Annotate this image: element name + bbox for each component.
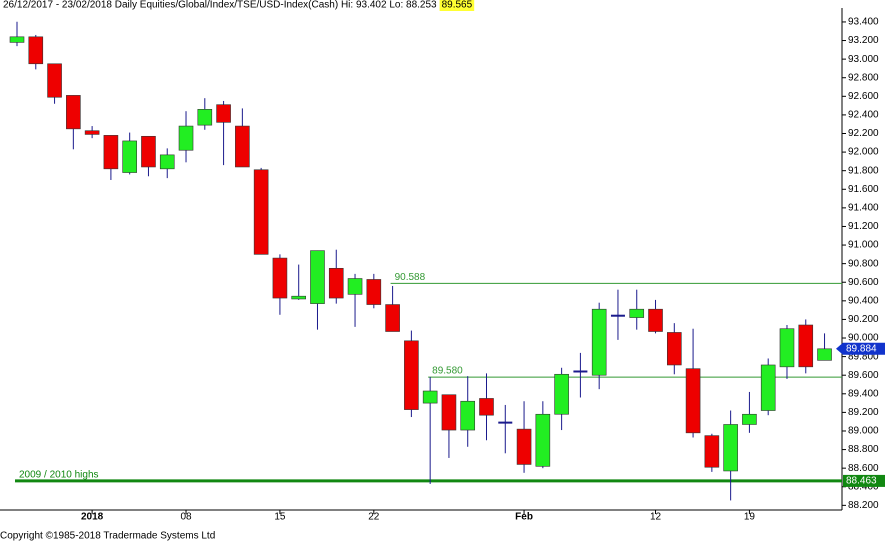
level-label: 89.580 xyxy=(432,366,463,377)
y-tick-label: 90.800 xyxy=(848,258,879,269)
candle-body xyxy=(66,95,81,130)
last-price-tag xyxy=(836,342,885,355)
candle-body xyxy=(404,340,419,410)
candle-body xyxy=(197,109,213,126)
y-tick-label: 89.800 xyxy=(848,351,879,362)
x-tick-label: 12 xyxy=(650,512,662,523)
candle-body xyxy=(385,304,400,332)
level-label: 90.588 xyxy=(395,272,426,283)
candle-body xyxy=(216,104,231,123)
x-tick-label: 15 xyxy=(274,512,286,523)
y-tick-label: 89.400 xyxy=(848,388,879,399)
x-tick-label: Feb xyxy=(515,512,533,523)
candle-body xyxy=(685,368,701,434)
y-tick-label: 93.400 xyxy=(848,17,879,28)
candle-body xyxy=(310,250,325,304)
y-tick-label: 91.200 xyxy=(848,221,879,232)
candle-body xyxy=(648,308,663,332)
x-tick-label: 22 xyxy=(368,512,380,523)
candle-body xyxy=(328,267,344,299)
candle-body xyxy=(235,125,250,168)
candle-body xyxy=(291,295,307,300)
level-tag-label: 88.463 xyxy=(846,476,877,487)
level-text: 2009 / 2010 highs xyxy=(19,470,99,481)
footer: Copyright ©1985-2018 Tradermade Systems … xyxy=(0,531,215,542)
y-tick-label: 91.800 xyxy=(848,165,879,176)
candle-body xyxy=(591,308,607,376)
y-tick-label: 92.200 xyxy=(848,128,879,139)
level-tag xyxy=(843,474,885,487)
y-tick-label: 92.800 xyxy=(848,72,879,83)
y-tick-label: 90.600 xyxy=(848,277,879,288)
y-tick-label: 92.600 xyxy=(848,91,879,102)
candle-body xyxy=(122,140,137,173)
last-price-label: 89.884 xyxy=(846,343,877,354)
y-tick-label: 91.000 xyxy=(848,240,879,251)
y-tick-label: 89.600 xyxy=(848,370,879,381)
candle-body xyxy=(103,135,119,170)
candle-body xyxy=(272,257,288,299)
highlight-value: 89.565 xyxy=(442,0,473,11)
y-tick-label: 88.200 xyxy=(848,500,879,511)
candle-body xyxy=(366,279,382,305)
y-tick-label: 91.600 xyxy=(848,184,879,195)
candle-body xyxy=(760,364,776,411)
candle-body xyxy=(422,390,438,404)
x-tick-label: 2018 xyxy=(81,512,104,523)
highlight-box xyxy=(439,0,475,11)
y-tick-label: 93.200 xyxy=(848,35,879,46)
candle-body xyxy=(723,424,738,472)
candle-body xyxy=(516,428,532,465)
candle-body xyxy=(178,125,194,151)
candle-body xyxy=(817,348,832,361)
candle-body xyxy=(798,324,814,368)
candle-body xyxy=(347,278,363,295)
candle-body xyxy=(9,36,25,43)
y-tick-label: 88.800 xyxy=(848,444,879,455)
y-tick-label: 88.600 xyxy=(848,463,879,474)
candle-body xyxy=(479,398,494,416)
candle-body xyxy=(141,135,156,168)
candle-body xyxy=(28,36,44,65)
candle-body xyxy=(441,394,457,431)
candle-body xyxy=(47,63,62,98)
candle-body xyxy=(159,154,175,170)
y-tick-label: 90.000 xyxy=(848,333,879,344)
y-tick-label: 90.200 xyxy=(848,314,879,325)
y-tick-label: 93.000 xyxy=(848,54,879,65)
candle-body xyxy=(629,308,645,318)
candle-body xyxy=(84,130,100,135)
candle-body xyxy=(742,413,757,425)
candle-body xyxy=(460,400,476,431)
candle-body xyxy=(253,169,269,255)
candle-body xyxy=(704,435,720,468)
candle-body xyxy=(666,332,682,366)
y-tick-label: 92.000 xyxy=(848,147,879,158)
y-tick-label: 91.400 xyxy=(848,203,879,214)
candle-body xyxy=(779,328,795,368)
y-tick-label: 89.200 xyxy=(848,407,879,418)
y-tick-label: 89.000 xyxy=(848,426,879,437)
candle-body xyxy=(535,413,551,467)
candle-body xyxy=(554,373,569,415)
y-tick-label: 92.400 xyxy=(848,110,879,121)
x-tick-label: 08 xyxy=(180,512,192,523)
y-tick-label: 90.400 xyxy=(848,295,879,306)
x-tick-label: 19 xyxy=(744,512,756,523)
chart-title: 26/12/2017 - 23/02/2018 Daily Equities/G… xyxy=(3,0,437,11)
